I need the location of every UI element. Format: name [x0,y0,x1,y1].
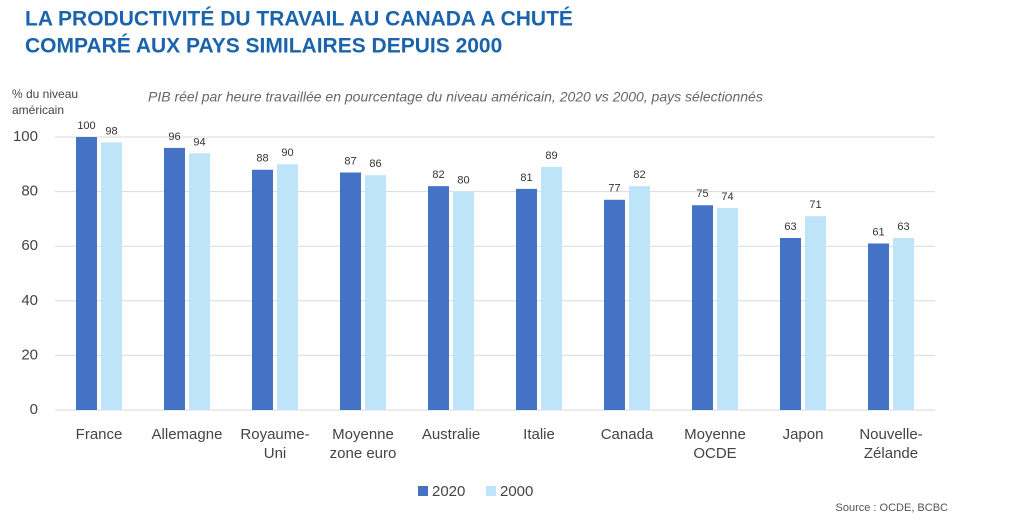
y-tick-label: 80 [21,183,38,200]
data-label: 81 [520,172,532,184]
legend-label: 2000 [500,483,533,500]
x-tick-label: Italie [523,426,555,443]
x-tick-label: Zélande [864,445,918,462]
y-axis-label: américain [12,103,64,117]
bar [604,199,625,410]
data-label: 82 [633,169,645,181]
data-label: 94 [193,136,205,148]
chart-subtitle: PIB réel par heure travaillée en pourcen… [148,89,763,105]
legend-swatch [418,486,428,496]
y-tick-label: 40 [21,292,38,309]
bar [252,169,273,410]
data-label: 96 [168,131,180,143]
y-tick-label: 20 [21,346,38,363]
data-label: 63 [784,221,796,233]
data-label: 61 [872,226,884,238]
y-tick-label: 60 [21,237,38,254]
data-label: 71 [809,199,821,211]
chart-title: COMPARÉ AUX PAYS SIMILAIRES DEPUIS 2000 [25,35,502,58]
x-tick-label: zone euro [330,445,397,462]
x-tick-label: Royaume- [240,426,309,443]
y-tick-label: 100 [13,128,38,145]
source-note: Source : OCDE, BCBC [836,502,949,514]
data-label: 98 [105,125,117,137]
bar [541,167,562,410]
x-tick-label: Nouvelle- [859,426,922,443]
x-tick-label: OCDE [693,445,736,462]
bar [717,207,738,410]
data-label: 63 [897,221,909,233]
bar [805,216,826,410]
bar [189,153,210,410]
data-label: 87 [344,155,356,167]
bar [101,142,122,410]
bar [340,172,361,410]
x-tick-label: Japon [783,426,824,443]
data-label: 89 [545,150,557,162]
bar [428,186,449,410]
data-label: 75 [696,188,708,200]
x-tick-label: France [76,426,123,443]
bar [453,191,474,410]
data-label: 80 [457,175,469,187]
x-tick-label: Uni [264,445,287,462]
data-label: 86 [369,158,381,170]
bar [692,205,713,410]
bar [365,175,386,410]
bar [868,243,889,410]
y-tick-label: 0 [30,401,38,418]
data-label: 82 [432,169,444,181]
chart-title: LA PRODUCTIVITÉ DU TRAVAIL AU CANADA A C… [25,8,573,31]
x-tick-label: Allemagne [152,426,223,443]
x-tick-label: Canada [601,426,654,443]
data-label: 88 [256,153,268,165]
bar [780,238,801,410]
legend-swatch [486,486,496,496]
x-tick-label: Australie [422,426,480,443]
bar [277,164,298,410]
data-label: 74 [721,191,733,203]
bar [516,188,537,410]
y-axis-label: % du niveau [12,87,78,101]
bar [629,186,650,410]
data-label: 77 [608,183,620,195]
bar [76,137,97,410]
bar [164,147,185,411]
data-label: 100 [77,120,95,132]
bar [893,238,914,410]
x-tick-label: Moyenne [684,426,746,443]
legend-label: 2020 [432,483,465,500]
data-label: 90 [281,147,293,159]
x-tick-label: Moyenne [332,426,394,443]
